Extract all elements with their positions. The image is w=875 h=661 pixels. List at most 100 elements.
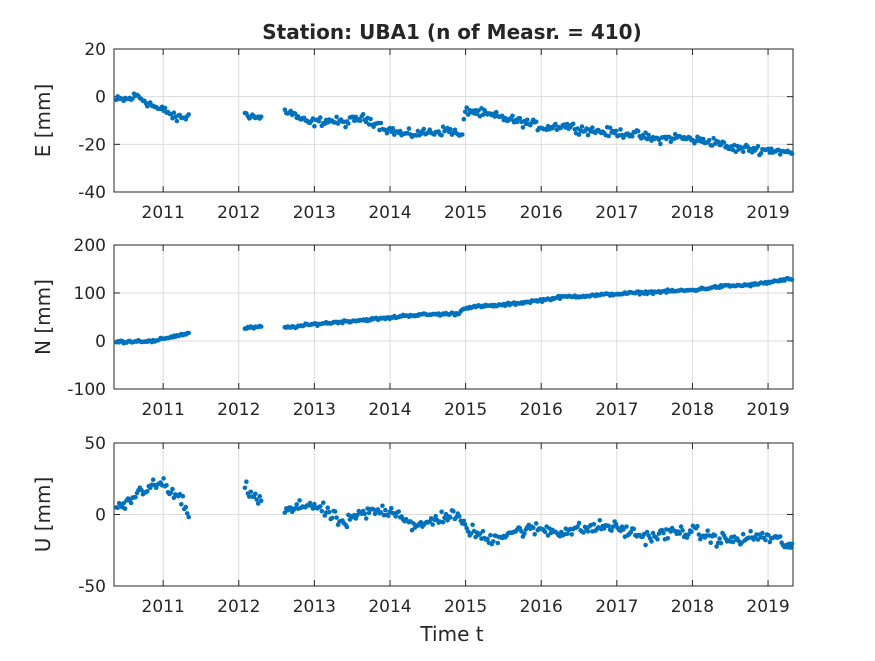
y-tick-label: -20 xyxy=(78,135,106,155)
data-point xyxy=(514,119,520,125)
data-point xyxy=(248,489,254,495)
data-point xyxy=(621,527,626,532)
x-tick-label: 2014 xyxy=(368,400,411,420)
data-point xyxy=(788,545,793,550)
data-point xyxy=(122,506,128,511)
data-point xyxy=(789,151,795,157)
data-point xyxy=(253,491,258,497)
data-point xyxy=(168,490,174,496)
data-point xyxy=(460,132,465,137)
data-point xyxy=(161,476,166,481)
data-point xyxy=(522,531,527,536)
data-point xyxy=(628,529,634,535)
x-tick-label: 2012 xyxy=(217,400,260,420)
data-point xyxy=(415,128,421,134)
y-tick-label: -100 xyxy=(67,380,106,400)
panel-north: 2011 2012 2013 2014 2015 2016 2017 2018 2019 -100… xyxy=(31,236,795,420)
data-point xyxy=(644,529,650,535)
data-point xyxy=(613,128,619,134)
data-point xyxy=(517,115,523,121)
data-point xyxy=(378,510,384,515)
data-point xyxy=(390,126,396,131)
data-point xyxy=(440,519,446,525)
data-point xyxy=(186,514,191,520)
data-point xyxy=(495,540,501,546)
data-point xyxy=(613,521,619,527)
data-point xyxy=(631,526,637,532)
data-point xyxy=(462,109,468,115)
data-point xyxy=(462,522,468,527)
x-tick-label: 2016 xyxy=(520,203,563,223)
x-tick-label: 2015 xyxy=(444,203,487,223)
data-point xyxy=(386,513,391,519)
data-point xyxy=(442,515,447,520)
data-point xyxy=(440,124,446,129)
y-tick-label: 0 xyxy=(95,506,106,526)
x-tick-label: 2014 xyxy=(368,203,411,223)
x-tick-label: 2016 xyxy=(520,597,563,617)
data-point xyxy=(179,502,184,507)
data-point xyxy=(254,497,259,502)
data-point xyxy=(569,532,574,537)
chart-title: Station: UBA1 (n of Measr. = 410) xyxy=(262,20,641,44)
data-point xyxy=(457,514,462,519)
data-point xyxy=(344,524,350,530)
data-point xyxy=(355,512,360,518)
data-point xyxy=(643,542,648,548)
data-point xyxy=(439,132,444,138)
data-point xyxy=(695,523,700,529)
series-east xyxy=(114,91,795,158)
x-tick-label: 2014 xyxy=(368,597,411,617)
data-point xyxy=(130,96,135,101)
data-point xyxy=(244,479,249,485)
data-point xyxy=(461,518,467,524)
data-point xyxy=(312,123,317,129)
data-point xyxy=(360,112,366,117)
data-point xyxy=(380,503,385,509)
data-point xyxy=(630,134,635,139)
data-point xyxy=(409,527,415,533)
y-axis-label-east: E [mm] xyxy=(31,84,55,158)
y-axis-label-up: U [mm] xyxy=(31,477,55,553)
y-tick-label: 50 xyxy=(84,434,106,454)
data-point xyxy=(777,534,783,539)
data-point xyxy=(186,112,191,117)
data-point xyxy=(607,125,613,131)
data-point xyxy=(257,494,263,499)
data-point xyxy=(542,529,548,535)
data-point xyxy=(767,539,773,545)
data-point xyxy=(368,116,373,122)
x-tick-label: 2019 xyxy=(746,203,789,223)
data-point xyxy=(748,528,753,534)
y-tick-label: -40 xyxy=(78,183,106,203)
x-tick-label: 2011 xyxy=(142,597,185,617)
data-point xyxy=(363,516,369,521)
data-point xyxy=(525,117,530,123)
data-point xyxy=(332,509,338,514)
data-point xyxy=(393,514,399,519)
data-point xyxy=(565,121,570,127)
data-point xyxy=(606,523,611,529)
axes-frame-east xyxy=(113,48,794,193)
data-point xyxy=(184,511,190,516)
data-point xyxy=(318,115,323,120)
data-point xyxy=(717,536,722,541)
data-point xyxy=(406,126,412,131)
data-point xyxy=(646,132,651,138)
data-point xyxy=(606,133,611,139)
data-point xyxy=(721,140,727,145)
data-point xyxy=(334,114,339,120)
panel-up: 2011 2012 2013 2014 2015 2016 2017 2018 2019 -50 0… xyxy=(31,434,795,617)
data-point xyxy=(740,149,746,155)
data-point xyxy=(485,536,490,542)
axes-frame-north xyxy=(113,244,794,390)
data-point xyxy=(763,537,768,543)
data-point xyxy=(294,502,300,507)
x-tick-label: 2018 xyxy=(671,400,714,420)
data-point xyxy=(665,535,671,541)
grid-up xyxy=(114,442,793,587)
data-point xyxy=(445,518,450,523)
data-point xyxy=(718,540,724,546)
